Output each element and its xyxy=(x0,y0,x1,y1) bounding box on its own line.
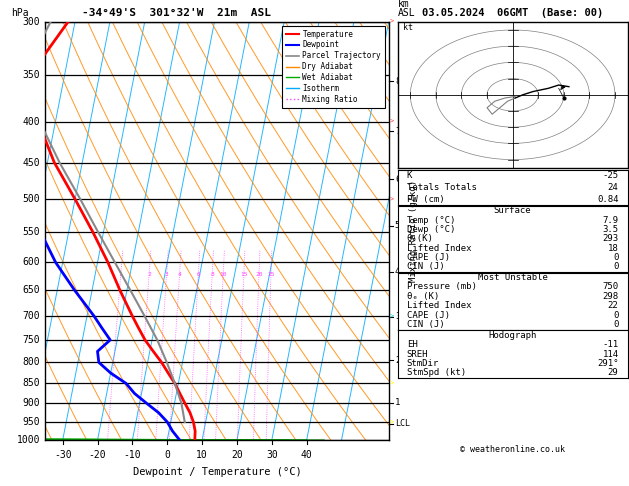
Text: 0: 0 xyxy=(613,311,618,320)
Text: -34°49'S  301°32'W  21m  ASL: -34°49'S 301°32'W 21m ASL xyxy=(82,8,270,18)
Text: -30: -30 xyxy=(54,450,72,460)
Text: 8: 8 xyxy=(210,272,214,277)
Text: Surface: Surface xyxy=(494,206,532,215)
Text: 1000: 1000 xyxy=(16,435,40,445)
Text: 291°: 291° xyxy=(597,359,618,368)
Text: 1: 1 xyxy=(119,272,123,277)
Text: 15: 15 xyxy=(240,272,247,277)
Text: StmDir: StmDir xyxy=(407,359,439,368)
Text: 300: 300 xyxy=(23,17,40,27)
Text: 4: 4 xyxy=(177,272,181,277)
Text: 40: 40 xyxy=(301,450,313,460)
Text: >: > xyxy=(390,381,394,386)
Text: Mixing Ratio (g/kg): Mixing Ratio (g/kg) xyxy=(409,180,418,282)
Text: Dewpoint / Temperature (°C): Dewpoint / Temperature (°C) xyxy=(133,467,301,477)
Text: θₑ(K): θₑ(K) xyxy=(407,234,433,243)
Text: 500: 500 xyxy=(23,194,40,204)
Text: CIN (J): CIN (J) xyxy=(407,262,444,272)
Text: 10: 10 xyxy=(220,272,227,277)
Text: 2: 2 xyxy=(395,356,400,364)
Text: 650: 650 xyxy=(23,285,40,295)
Text: 25: 25 xyxy=(267,272,275,277)
Text: θₑ (K): θₑ (K) xyxy=(407,292,439,301)
Text: © weatheronline.co.uk: © weatheronline.co.uk xyxy=(460,445,565,454)
Text: >: > xyxy=(390,419,394,425)
Text: 22: 22 xyxy=(608,301,618,311)
Text: 350: 350 xyxy=(23,70,40,80)
Text: 114: 114 xyxy=(603,349,618,359)
Text: 6: 6 xyxy=(395,174,400,184)
Text: 400: 400 xyxy=(23,117,40,127)
Text: Temp (°C): Temp (°C) xyxy=(407,216,455,225)
Text: 298: 298 xyxy=(603,292,618,301)
Text: 24: 24 xyxy=(608,183,618,192)
Text: 2: 2 xyxy=(147,272,151,277)
Legend: Temperature, Dewpoint, Parcel Trajectory, Dry Adiabat, Wet Adiabat, Isotherm, Mi: Temperature, Dewpoint, Parcel Trajectory… xyxy=(282,26,385,108)
Text: LCL: LCL xyxy=(395,419,410,428)
Text: Pressure (mb): Pressure (mb) xyxy=(407,282,477,292)
Text: StmSpd (kt): StmSpd (kt) xyxy=(407,368,466,378)
Text: 550: 550 xyxy=(23,227,40,237)
Text: -25: -25 xyxy=(603,172,618,180)
Text: 8: 8 xyxy=(395,77,400,86)
Text: EH: EH xyxy=(407,340,418,349)
Text: 10: 10 xyxy=(196,450,208,460)
Text: Totals Totals: Totals Totals xyxy=(407,183,477,192)
Text: SREH: SREH xyxy=(407,349,428,359)
Text: >: > xyxy=(390,196,394,202)
Text: 0.84: 0.84 xyxy=(597,195,618,204)
Text: 0: 0 xyxy=(164,450,170,460)
Text: K: K xyxy=(407,172,412,180)
Text: 0: 0 xyxy=(613,253,618,262)
Text: 850: 850 xyxy=(23,379,40,388)
Text: CIN (J): CIN (J) xyxy=(407,320,444,330)
Text: 0: 0 xyxy=(613,262,618,272)
Text: 600: 600 xyxy=(23,258,40,267)
Text: Hodograph: Hodograph xyxy=(489,330,537,340)
Text: 1: 1 xyxy=(395,399,400,407)
Text: CAPE (J): CAPE (J) xyxy=(407,311,450,320)
Text: 20: 20 xyxy=(231,450,243,460)
Text: 4: 4 xyxy=(395,267,400,276)
Text: 3: 3 xyxy=(165,272,169,277)
Text: 6: 6 xyxy=(196,272,200,277)
Text: 20: 20 xyxy=(255,272,263,277)
Text: hPa: hPa xyxy=(11,8,28,18)
Text: CAPE (J): CAPE (J) xyxy=(407,253,450,262)
Text: PW (cm): PW (cm) xyxy=(407,195,444,204)
Text: -11: -11 xyxy=(603,340,618,349)
Text: Lifted Index: Lifted Index xyxy=(407,301,471,311)
Text: 700: 700 xyxy=(23,311,40,321)
Text: -20: -20 xyxy=(89,450,106,460)
Text: 3: 3 xyxy=(395,312,400,321)
Text: 450: 450 xyxy=(23,157,40,168)
Text: >: > xyxy=(390,19,394,25)
Text: >: > xyxy=(390,313,394,319)
Text: Lifted Index: Lifted Index xyxy=(407,244,471,253)
Text: 750: 750 xyxy=(23,335,40,345)
Text: 3.5: 3.5 xyxy=(603,225,618,234)
Text: 03.05.2024  06GMT  (Base: 00): 03.05.2024 06GMT (Base: 00) xyxy=(422,8,603,18)
Text: 900: 900 xyxy=(23,398,40,408)
Text: 18: 18 xyxy=(608,244,618,253)
Text: kt: kt xyxy=(403,23,413,32)
Text: km
ASL: km ASL xyxy=(398,0,416,18)
Text: Most Unstable: Most Unstable xyxy=(477,273,548,282)
Text: 7.9: 7.9 xyxy=(603,216,618,225)
Text: -10: -10 xyxy=(124,450,142,460)
Text: >: > xyxy=(390,119,394,125)
Text: 7: 7 xyxy=(395,127,400,136)
Text: 950: 950 xyxy=(23,417,40,427)
Text: 30: 30 xyxy=(266,450,278,460)
Text: 293: 293 xyxy=(603,234,618,243)
Text: 29: 29 xyxy=(608,368,618,378)
Text: 750: 750 xyxy=(603,282,618,292)
Text: 5: 5 xyxy=(395,222,400,230)
Text: 0: 0 xyxy=(613,320,618,330)
Text: Dewp (°C): Dewp (°C) xyxy=(407,225,455,234)
Text: 800: 800 xyxy=(23,357,40,367)
